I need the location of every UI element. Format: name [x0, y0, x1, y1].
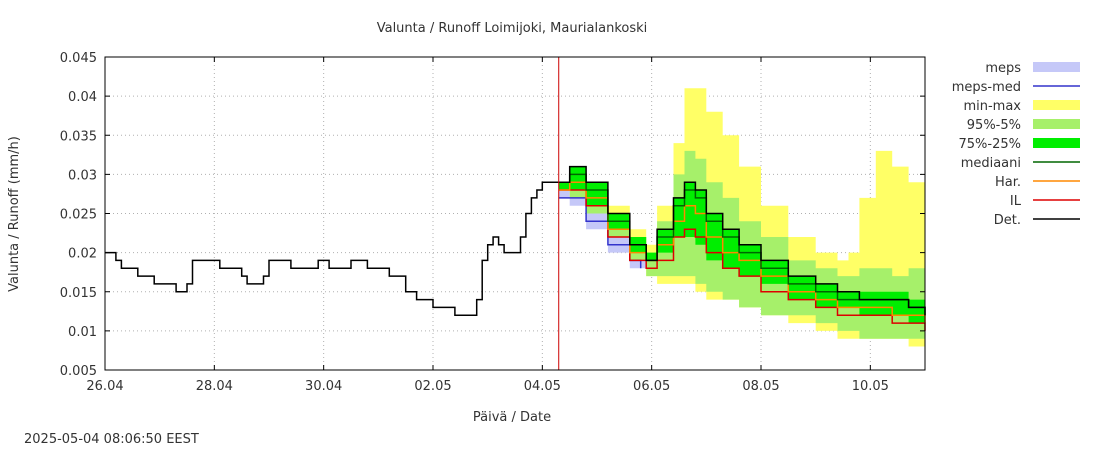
- chart-title: Valunta / Runoff Loimijoki, Maurialankos…: [377, 21, 648, 36]
- forecast-lines: [558, 165, 926, 331]
- legend-label-mediaani: mediaani: [961, 156, 1021, 171]
- y-tick-label: 0.04: [68, 90, 97, 105]
- y-tick-label: 0.035: [60, 129, 97, 144]
- y-tick-label: 0.01: [68, 325, 97, 340]
- legend-label-det: Det.: [994, 213, 1021, 228]
- legend-swatch-p75_25: [1033, 138, 1080, 148]
- legend-label-il: IL: [1010, 194, 1022, 209]
- legend-label-meps: meps: [985, 61, 1021, 76]
- line-observed: [105, 181, 559, 316]
- line-har: [558, 181, 926, 324]
- legend-label-minmax: min-max: [963, 99, 1021, 114]
- x-axis-label: Päivä / Date: [473, 410, 551, 425]
- x-tick-label: 10.05: [852, 379, 889, 394]
- legend: meps meps-med min-max 95%-5% 75%-25% mediaani…: [952, 61, 1080, 228]
- y-tick-label: 0.02: [68, 247, 97, 262]
- y-tick-label: 0.015: [60, 286, 97, 301]
- x-axis-ticks: 26.04 28.04 30.04 02.05 04.05 06.05 08.05 10.05: [86, 57, 889, 394]
- x-tick-label: 04.05: [524, 379, 561, 394]
- y-tick-label: 0.025: [60, 208, 97, 223]
- x-tick-label: 08.05: [742, 379, 779, 394]
- timestamp: 2025-05-04 08:06:50 EEST: [24, 432, 199, 447]
- x-tick-label: 06.05: [633, 379, 670, 394]
- y-axis-label: Valunta / Runoff (mm/h): [7, 136, 22, 292]
- line-det: [558, 165, 926, 316]
- y-tick-label: 0.005: [60, 364, 97, 379]
- legend-label-p95_5: 95%-5%: [967, 118, 1021, 133]
- x-tick-label: 02.05: [414, 379, 451, 394]
- x-tick-label: 26.04: [86, 379, 123, 394]
- legend-swatch-meps: [1033, 62, 1080, 72]
- x-tick-label: 28.04: [196, 379, 233, 394]
- y-tick-label: 0.03: [68, 168, 97, 183]
- x-tick-label: 30.04: [305, 379, 342, 394]
- line-mediaani: [558, 173, 926, 316]
- legend-swatch-p95_5: [1033, 119, 1080, 129]
- legend-label-meps_med: meps-med: [952, 80, 1021, 95]
- legend-label-har: Har.: [995, 175, 1021, 190]
- observed-series: [105, 181, 559, 316]
- legend-swatch-minmax: [1033, 100, 1080, 110]
- y-tick-label: 0.045: [60, 51, 97, 66]
- plot-area: [104, 56, 926, 371]
- grid-lines: [105, 57, 925, 370]
- y-axis-ticks: 0.005 0.01 0.015 0.02 0.025 0.03 0.035 0.04 0.04…: [60, 51, 925, 379]
- legend-label-p75_25: 75%-25%: [959, 137, 1021, 152]
